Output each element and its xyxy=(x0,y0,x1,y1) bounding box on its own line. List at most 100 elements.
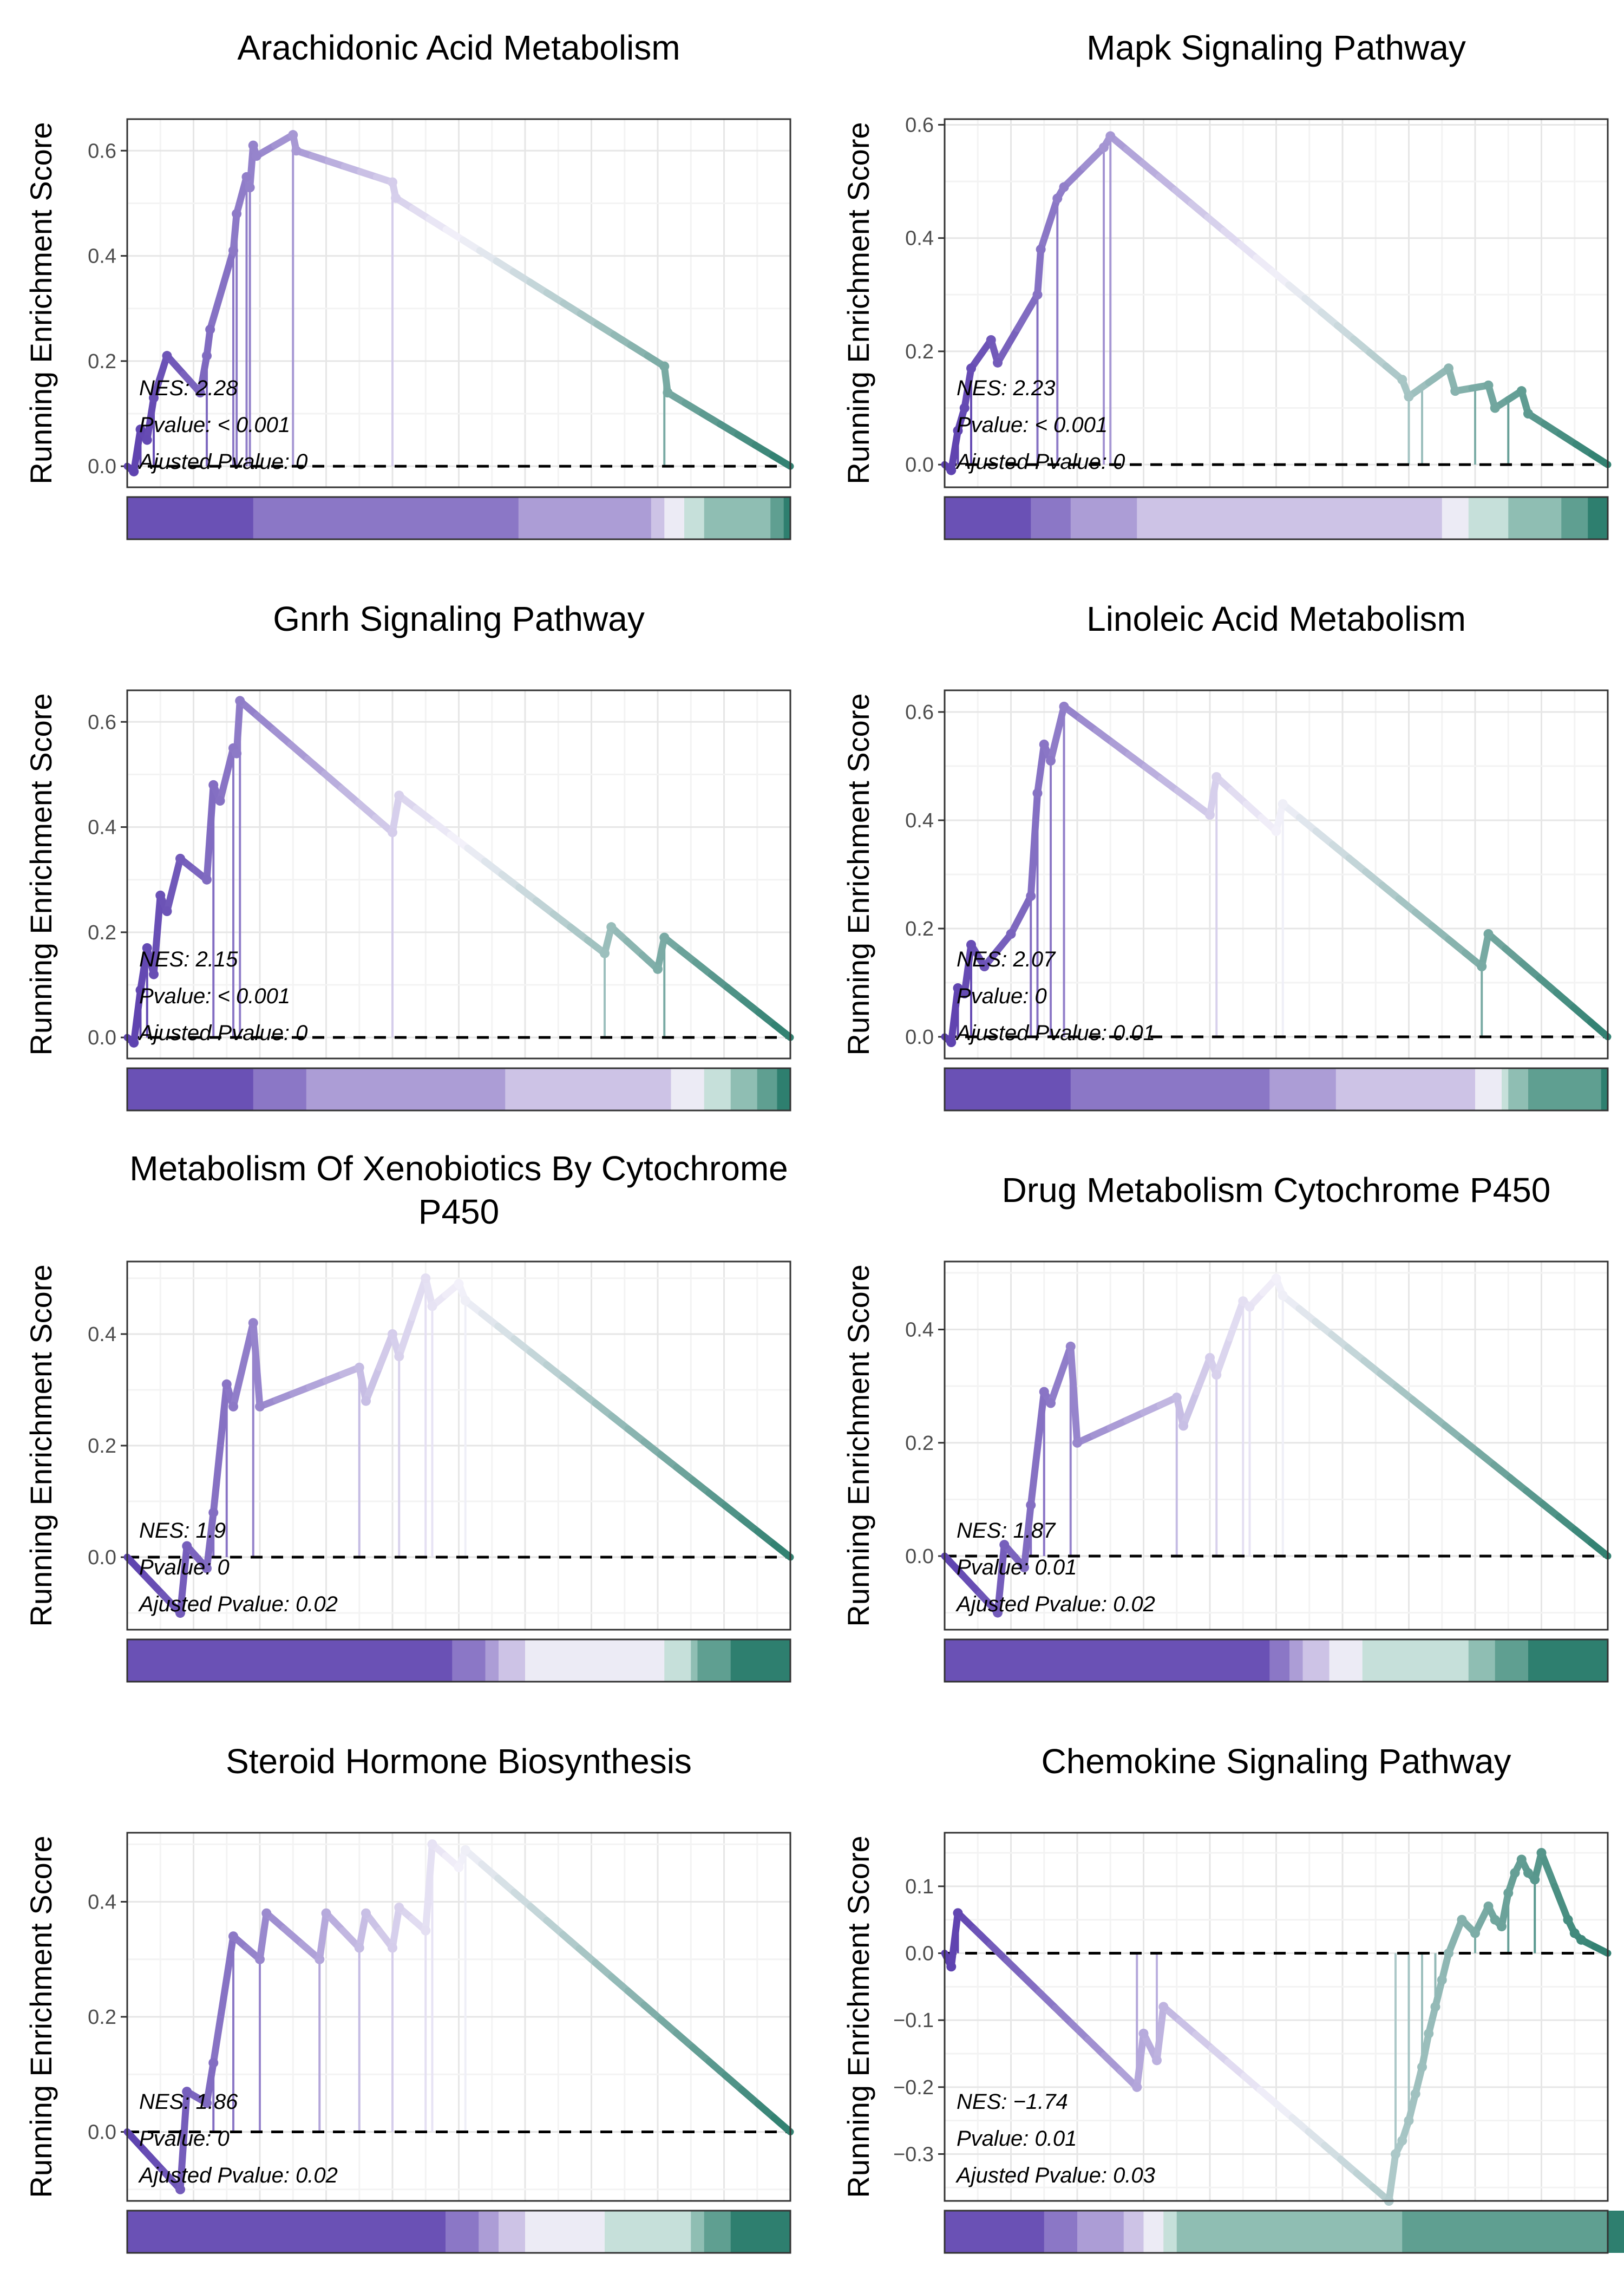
gsea-panel: Linoleic Acid Metabolism 0.0 0.2 0.4 0.6 Runn… xyxy=(841,599,1612,1112)
es-point xyxy=(208,1507,219,1518)
rank-bar-segment xyxy=(945,1068,1071,1110)
es-point xyxy=(195,388,205,398)
es-point xyxy=(1036,244,1046,254)
es-point xyxy=(175,853,185,864)
es-point xyxy=(248,1318,258,1328)
rank-bar-segment xyxy=(1402,2211,1608,2253)
rank-bar-segment xyxy=(1335,1068,1476,1110)
es-line-segment xyxy=(1538,1849,1558,1890)
es-point xyxy=(1212,1370,1222,1380)
es-point xyxy=(1536,1848,1547,1858)
rank-bar-segment xyxy=(704,497,771,539)
es-point xyxy=(232,208,242,219)
es-point xyxy=(1523,409,1533,419)
es-point xyxy=(232,748,242,759)
es-point xyxy=(1065,1341,1076,1351)
es-point xyxy=(1457,1914,1467,1925)
y-axis-label: Running Enrichment Score xyxy=(841,1264,875,1626)
es-point xyxy=(129,466,139,476)
rank-bar-border xyxy=(126,1638,791,1683)
es-line-segment xyxy=(362,1364,383,1405)
rank-bar-segment xyxy=(253,497,519,539)
es-line-segment xyxy=(130,426,144,475)
es-line-segment xyxy=(256,1910,270,1963)
es-point xyxy=(1483,929,1494,939)
es-line-segment xyxy=(549,910,574,931)
es-point xyxy=(321,1908,331,1918)
y-tick-label: 0.0 xyxy=(88,455,116,478)
panel-title: Chemokine Signaling Pathway xyxy=(1041,1742,1511,1781)
es-line-segment xyxy=(1034,741,1048,797)
es-line-segment xyxy=(1027,1388,1048,1509)
rank-bar-segment xyxy=(452,1639,486,1682)
rank-bar-segment xyxy=(127,1639,453,1682)
es-point xyxy=(1530,1874,1540,1885)
es-point xyxy=(1006,929,1016,939)
es-line-segment xyxy=(150,352,171,402)
es-line-segment xyxy=(1188,200,1212,221)
stat-nes: NES: 1.87 xyxy=(957,1519,1056,1543)
es-line-segment xyxy=(592,1959,615,1981)
es-line-segment xyxy=(355,799,379,821)
stat-nes: NES: 2.23 xyxy=(957,376,1055,400)
es-point xyxy=(1039,1387,1049,1397)
es-line-segment xyxy=(316,1910,330,1963)
es-line-segment xyxy=(1047,703,1068,764)
es-point xyxy=(1397,2135,1407,2146)
rank-bar-segment xyxy=(1123,2211,1144,2253)
es-point xyxy=(1404,2115,1414,2126)
rank-bar-segment xyxy=(479,2211,499,2253)
rank-bar-segment xyxy=(730,1068,758,1110)
rank-bar-segment xyxy=(127,1068,254,1110)
y-tick-label: 0.4 xyxy=(905,809,934,832)
y-tick-label: 0.2 xyxy=(88,2006,116,2029)
rank-bar-border xyxy=(126,496,791,540)
panel-title: Drug Metabolism Cytochrome P450 xyxy=(1002,1171,1551,1210)
stat-pvalue: Pvalue: 0 xyxy=(139,2127,230,2151)
es-line-segment xyxy=(1269,267,1293,289)
es-line-segment xyxy=(209,1932,237,2067)
y-tick-label: 0.6 xyxy=(905,114,934,136)
es-point xyxy=(354,1362,364,1373)
rank-bar-segment xyxy=(1329,1639,1363,1682)
y-tick-label: 0.2 xyxy=(905,341,934,363)
rank-bar-segment xyxy=(518,497,652,539)
es-line-segment xyxy=(640,2001,664,2023)
rank-bar-segment xyxy=(1442,497,1469,539)
y-tick-label: 0.2 xyxy=(88,350,116,373)
es-point xyxy=(966,940,976,950)
rank-bar-segment xyxy=(730,2211,791,2253)
es-line-segment xyxy=(1253,254,1276,275)
es-point xyxy=(1245,1302,1255,1312)
rank-bar-segment xyxy=(1608,2211,1624,2253)
es-line-segment xyxy=(1273,2100,1296,2121)
rank-bar-border xyxy=(944,1067,1609,1112)
es-point xyxy=(427,1301,437,1311)
stat-pvalue: Pvalue: < 0.001 xyxy=(139,984,290,1008)
es-point xyxy=(953,1908,963,1918)
panel-title: Metabolism Of Xenobiotics By Cytochrome xyxy=(129,1149,788,1188)
es-point xyxy=(1483,380,1494,390)
es-line-segment xyxy=(1553,989,1577,1011)
es-point xyxy=(1212,772,1222,782)
es-line-segment xyxy=(230,210,240,254)
es-line-segment xyxy=(1478,930,1492,970)
es-point xyxy=(653,964,663,974)
es-line-segment xyxy=(209,1381,231,1517)
es-line-segment xyxy=(738,2086,762,2107)
es-point xyxy=(1391,2149,1400,2159)
es-point xyxy=(979,962,990,971)
panel-title: Arachidonic Acid Metabolism xyxy=(237,28,680,67)
plot-border xyxy=(944,1832,1609,2202)
y-tick-label: 0.0 xyxy=(88,1027,116,1049)
rank-bar-segment xyxy=(1302,1639,1330,1682)
es-line-segment xyxy=(304,755,329,777)
y-axis-label: Running Enrichment Score xyxy=(841,1835,875,2198)
es-line-segment xyxy=(510,1889,534,1910)
es-point xyxy=(1444,1948,1453,1958)
y-axis-label: Running Enrichment Score xyxy=(24,693,58,1055)
es-point xyxy=(946,1962,957,1972)
es-point xyxy=(1430,2002,1440,2012)
rank-bar-segment xyxy=(1070,1068,1270,1110)
es-line-segment xyxy=(1101,2051,1124,2075)
